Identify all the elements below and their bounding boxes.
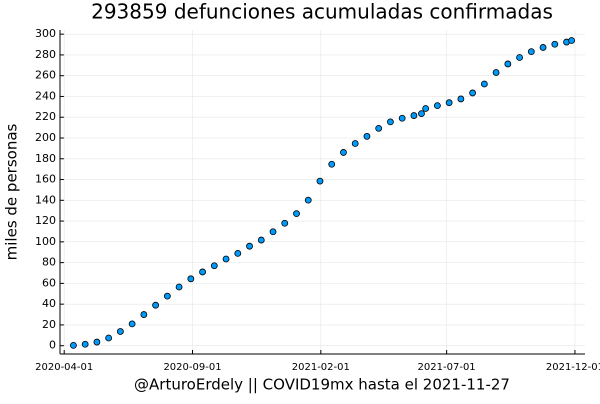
data-point bbox=[539, 44, 547, 51]
data-point bbox=[527, 48, 535, 55]
x-tick-label: 2021-12-01 bbox=[546, 362, 600, 373]
data-point bbox=[418, 110, 425, 117]
chart-title: 293859 defunciones acumuladas confirmada… bbox=[91, 0, 553, 24]
y-tick-label: 40 bbox=[42, 297, 56, 310]
data-point bbox=[387, 118, 394, 126]
y-tick-label: 120 bbox=[35, 214, 56, 227]
data-point bbox=[116, 328, 124, 335]
data-point bbox=[128, 320, 136, 328]
data-point bbox=[187, 275, 195, 283]
data-point bbox=[328, 160, 336, 168]
data-point bbox=[281, 219, 289, 227]
y-tick-label: 220 bbox=[35, 110, 56, 123]
y-tick-label: 20 bbox=[42, 318, 56, 331]
data-point bbox=[93, 338, 101, 346]
y-tick-label: 60 bbox=[42, 276, 56, 289]
x-axis-label: @ArturoErdely || COVID19mx hasta el 2021… bbox=[134, 376, 510, 394]
y-tick-label: 140 bbox=[35, 193, 56, 206]
data-point bbox=[316, 177, 324, 185]
data-point bbox=[433, 102, 441, 109]
y-tick-label: 160 bbox=[35, 173, 56, 186]
data-point bbox=[492, 69, 500, 76]
data-point bbox=[163, 292, 171, 300]
data-point bbox=[516, 54, 523, 61]
y-tick-label: 100 bbox=[35, 235, 56, 248]
data-point bbox=[551, 40, 559, 48]
data-point bbox=[269, 228, 277, 236]
data-point bbox=[105, 334, 113, 342]
y-tick-label: 260 bbox=[35, 69, 56, 82]
data-point bbox=[340, 149, 347, 156]
x-tick-label: 2021-07-01 bbox=[418, 362, 476, 373]
data-point bbox=[422, 105, 430, 112]
y-tick-label: 240 bbox=[35, 89, 56, 102]
y-tick-label: 280 bbox=[35, 48, 56, 61]
data-point bbox=[199, 268, 206, 276]
data-point bbox=[222, 255, 230, 263]
data-point bbox=[304, 196, 312, 204]
data-point bbox=[257, 236, 265, 244]
data-point bbox=[469, 89, 477, 97]
data-point bbox=[175, 283, 183, 291]
data-point bbox=[398, 114, 406, 122]
data-point bbox=[480, 80, 488, 88]
data-point bbox=[375, 124, 383, 132]
x-tick-label: 2020-04-01 bbox=[35, 362, 93, 373]
y-tick-label: 80 bbox=[42, 256, 56, 269]
x-tick-label: 2021-02-01 bbox=[292, 362, 350, 373]
data-point bbox=[81, 340, 89, 348]
data-point bbox=[504, 60, 512, 68]
y-tick-label: 0 bbox=[49, 339, 56, 352]
x-tick-label: 2020-09-01 bbox=[163, 362, 221, 373]
data-point bbox=[445, 99, 453, 107]
y-tick-label: 200 bbox=[35, 131, 56, 144]
y-axis-label: miles de personas bbox=[3, 123, 21, 260]
y-tick-label: 180 bbox=[35, 152, 56, 165]
data-point bbox=[293, 210, 300, 218]
data-point bbox=[70, 341, 77, 349]
data-point bbox=[410, 112, 418, 119]
y-tick-label: 300 bbox=[35, 27, 56, 40]
data-point bbox=[246, 242, 253, 250]
data-point bbox=[351, 140, 359, 147]
data-point bbox=[152, 301, 160, 309]
data-point bbox=[457, 95, 465, 103]
data-point bbox=[568, 37, 575, 44]
data-point bbox=[140, 311, 148, 318]
data-point bbox=[210, 262, 218, 270]
data-point bbox=[234, 249, 242, 257]
data-point bbox=[363, 132, 371, 140]
